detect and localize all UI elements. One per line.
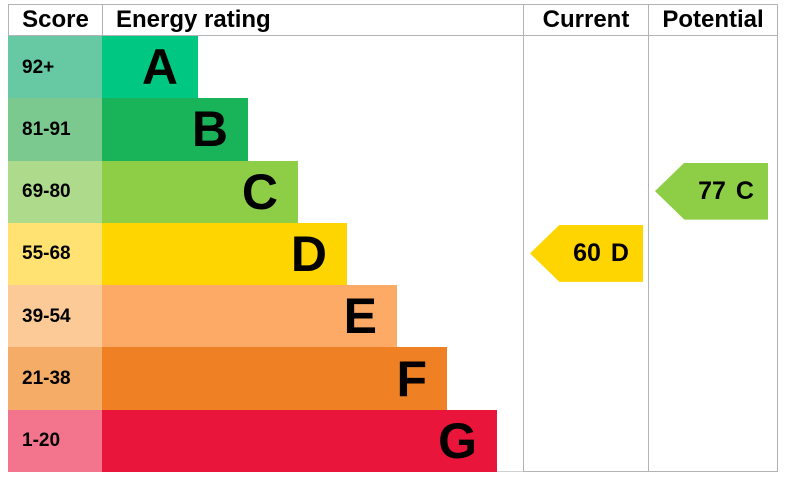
band-row: 69-80 C [8,160,298,223]
band-score-range: 39-54 [8,285,102,348]
band-bar: F [102,347,447,410]
band-letter: E [343,288,377,345]
current-band-letter: D [610,238,629,267]
band-letter: B [191,101,228,158]
band-bar: B [102,98,248,161]
band-row: 39-54 E [8,285,397,348]
band-row: 81-91 B [8,98,248,161]
current-column-box [523,36,648,472]
band-score-range: 21-38 [8,347,102,410]
band-bar: C [102,160,298,223]
band-letter: F [396,350,427,407]
band-row: 92+ A [8,36,198,99]
band-row: 21-38 F [8,347,447,410]
band-score-range: 69-80 [8,160,102,223]
band-letter: D [290,225,327,282]
current-column-header: Current [523,4,648,36]
potential-column-header: Potential [648,4,778,36]
band-score-range: 55-68 [8,222,102,286]
band-bar: A [102,36,198,99]
band-bar: D [102,222,347,286]
potential-score-value: 77 [698,176,726,205]
energy-rating-column-header: Energy rating [102,4,523,36]
score-column-header: Score [8,4,102,36]
band-score-range: 92+ [8,36,102,99]
band-bar: G [102,409,497,472]
band-letter: G [438,412,477,469]
band-letter: C [241,163,278,220]
band-letter: A [141,39,178,96]
current-score-value: 60 [573,238,601,267]
band-row: 1-20 G [8,409,497,472]
band-row: 55-68 D [8,222,347,286]
band-bar: E [102,285,397,348]
band-score-range: 81-91 [8,98,102,161]
potential-column-box [648,36,778,472]
band-score-range: 1-20 [8,409,102,472]
potential-band-letter: C [735,176,754,205]
